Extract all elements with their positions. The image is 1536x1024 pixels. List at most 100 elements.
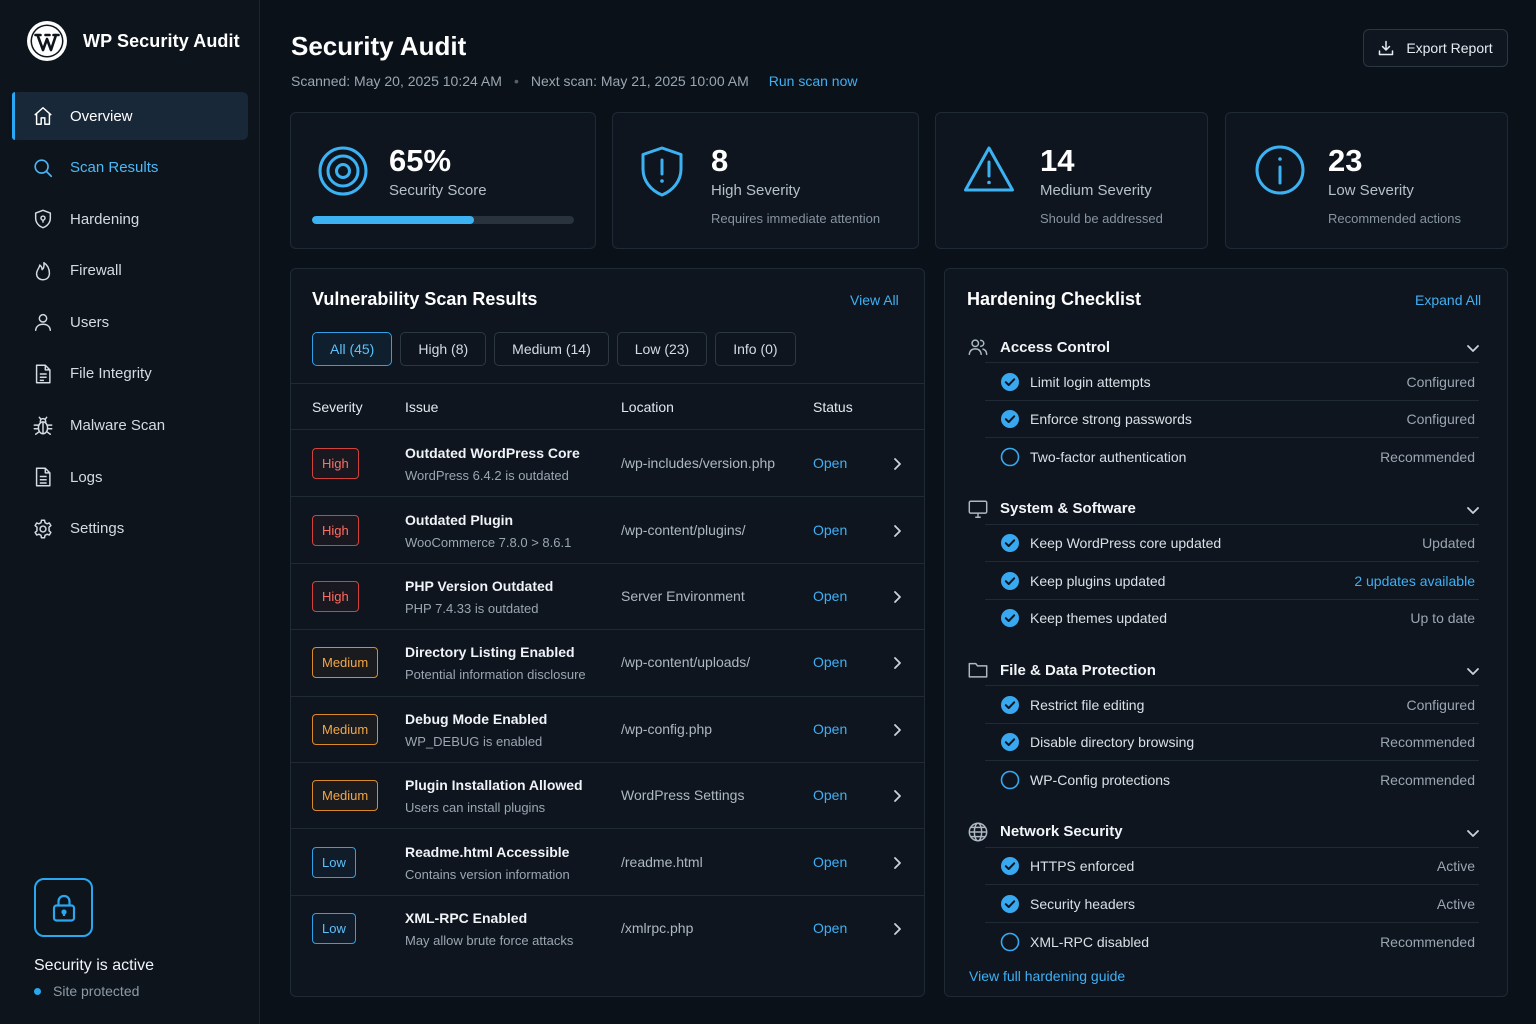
issue-status[interactable]: Open	[813, 587, 848, 604]
high-severity-card[interactable]: 8 High Severity Requires immediate atten…	[612, 112, 919, 249]
chevron-right-icon[interactable]	[889, 456, 905, 472]
app-title: WP Security Audit	[83, 30, 240, 51]
checklist-item[interactable]: Enforce strong passwords Configured	[985, 399, 1479, 438]
checklist-group-header[interactable]: Network Security	[967, 817, 1485, 847]
sidebar-item-users[interactable]: Users	[12, 298, 248, 346]
empty-circle-icon[interactable]	[1000, 447, 1020, 467]
export-report-button[interactable]: Export Report	[1363, 29, 1508, 67]
filter-low[interactable]: Low (23)	[616, 332, 708, 366]
filter-info[interactable]: Info (0)	[715, 332, 796, 366]
sidebar-item-label: Hardening	[70, 210, 140, 228]
check-circle-icon[interactable]	[1000, 372, 1020, 392]
table-row[interactable]: High Outdated WordPress Core WordPress 6.4…	[291, 431, 925, 498]
check-circle-icon[interactable]	[1000, 695, 1020, 715]
chevron-right-icon[interactable]	[889, 855, 905, 871]
issue-status[interactable]: Open	[813, 853, 848, 870]
security-score-value: 65%	[389, 143, 452, 178]
chevron-right-icon[interactable]	[889, 589, 905, 605]
issue-status[interactable]: Open	[813, 787, 848, 804]
check-circle-icon[interactable]	[1000, 533, 1020, 553]
checklist-item-status: Recommended	[1380, 448, 1475, 465]
table-row[interactable]: Medium Plugin Installation Allowed Users c…	[291, 763, 925, 830]
check-circle-icon[interactable]	[1000, 571, 1020, 591]
sidebar-item-firewall[interactable]: Firewall	[12, 247, 248, 295]
medium-severity-card[interactable]: 14 Medium Severity Should be addressed	[935, 112, 1208, 249]
checklist-item[interactable]: Disable directory browsing Recommended	[985, 722, 1479, 761]
chevron-right-icon[interactable]	[889, 921, 905, 937]
issue-status[interactable]: Open	[813, 521, 848, 538]
table-row[interactable]: Medium Debug Mode Enabled WP_DEBUG is enab…	[291, 697, 925, 763]
checklist-item-status[interactable]: 2 updates available	[1354, 572, 1475, 589]
hardening-guide-link[interactable]: View full hardening guide	[969, 968, 1126, 984]
chevron-down-icon[interactable]	[1465, 663, 1481, 679]
check-circle-icon[interactable]	[1000, 409, 1020, 429]
run-scan-link[interactable]: Run scan now	[768, 73, 858, 89]
hardening-panel-title: Hardening Checklist	[967, 289, 1142, 309]
filter-medium[interactable]: Medium (14)	[494, 332, 609, 366]
checklist-item-label: Two-factor authentication	[1030, 448, 1187, 465]
filter-all[interactable]: All (45)	[312, 332, 393, 366]
issue-status[interactable]: Open	[813, 720, 848, 737]
checklist-item[interactable]: Two-factor authentication Recommended	[985, 437, 1479, 475]
check-circle-icon[interactable]	[1000, 732, 1020, 752]
checklist-item[interactable]: Keep WordPress core updated Updated	[985, 523, 1479, 562]
chevron-right-icon[interactable]	[889, 788, 905, 804]
checklist-item[interactable]: Keep plugins updated 2 updates available	[985, 561, 1479, 599]
chevron-right-icon[interactable]	[889, 722, 905, 738]
low-severity-card[interactable]: 23 Low Severity Recommended actions	[1225, 112, 1508, 249]
checklist-item[interactable]: Security headers Active	[985, 884, 1479, 922]
issue-status[interactable]: Open	[813, 654, 848, 671]
checklist-item[interactable]: XML-RPC disabled Recommended	[985, 922, 1479, 960]
checklist-item-status: Recommended	[1380, 734, 1475, 751]
column-severity[interactable]: Severity	[312, 399, 363, 415]
checklist-item-status: Configured	[1406, 411, 1476, 428]
issue-status[interactable]: Open	[813, 455, 848, 472]
check-circle-icon[interactable]	[1000, 894, 1020, 914]
checklist-item[interactable]: HTTPS enforced Active	[985, 846, 1479, 885]
empty-circle-icon[interactable]	[1000, 932, 1020, 952]
table-row[interactable]: High PHP Version Outdated PHP 7.4.33 is ou…	[291, 564, 925, 631]
gear-icon	[34, 519, 52, 539]
table-row[interactable]: Low Readme.html Accessible Contains versio…	[291, 829, 925, 896]
issue-status[interactable]: Open	[813, 919, 848, 936]
view-all-link[interactable]: View All	[850, 292, 899, 308]
checklist-group-header[interactable]: Access Control	[967, 332, 1485, 362]
checklist-item-label: Enforce strong passwords	[1030, 411, 1192, 428]
sidebar-item-file-integrity[interactable]: File Integrity	[12, 350, 248, 398]
table-row[interactable]: High Outdated Plugin WooCommerce 7.8.0 > 8…	[291, 497, 925, 564]
table-row[interactable]: Medium Directory Listing Enabled Potential…	[291, 630, 925, 697]
check-circle-icon[interactable]	[1000, 856, 1020, 876]
chevron-right-icon[interactable]	[889, 655, 905, 671]
shield-alert-icon	[641, 146, 683, 197]
sidebar-item-hardening[interactable]: Hardening	[12, 195, 248, 243]
column-status[interactable]: Status	[813, 399, 853, 415]
check-circle-icon[interactable]	[1000, 608, 1020, 628]
status-dot-icon	[34, 987, 41, 995]
expand-all-link[interactable]: Expand All	[1415, 292, 1482, 308]
brand[interactable]: WP Security Audit	[26, 20, 240, 62]
table-row[interactable]: Low XML-RPC Enabled May allow brute force …	[291, 896, 925, 962]
checklist-group-header[interactable]: File & Data Protection	[967, 655, 1485, 685]
column-location[interactable]: Location	[621, 399, 674, 415]
sidebar-item-overview[interactable]: Overview	[12, 92, 248, 140]
checklist-item[interactable]: Keep themes updated Up to date	[985, 598, 1479, 637]
chevron-down-icon[interactable]	[1465, 502, 1481, 518]
column-issue[interactable]: Issue	[405, 399, 439, 415]
sidebar-item-malware-scan[interactable]: Malware Scan	[12, 402, 248, 450]
sidebar-item-settings[interactable]: Settings	[12, 505, 248, 553]
severity-badge: Low	[312, 846, 356, 878]
wordpress-logo-icon	[27, 21, 67, 61]
chevron-down-icon[interactable]	[1465, 825, 1481, 841]
checklist-item[interactable]: WP-Config protections Recommended	[985, 760, 1479, 798]
checklist-item[interactable]: Restrict file editing Configured	[985, 685, 1479, 723]
sidebar-item-logs[interactable]: Logs	[12, 453, 248, 501]
sidebar-item-scan-results[interactable]: Scan Results	[12, 144, 248, 192]
chevron-down-icon[interactable]	[1465, 340, 1481, 356]
chevron-right-icon[interactable]	[889, 523, 905, 539]
checklist-group-header[interactable]: System & Software	[967, 494, 1485, 524]
checklist-item[interactable]: Limit login attempts Configured	[985, 362, 1479, 400]
issue-title: Readme.html Accessible	[405, 843, 570, 860]
empty-circle-icon[interactable]	[1000, 770, 1020, 790]
user-icon	[34, 314, 52, 332]
filter-high[interactable]: High (8)	[400, 332, 487, 366]
